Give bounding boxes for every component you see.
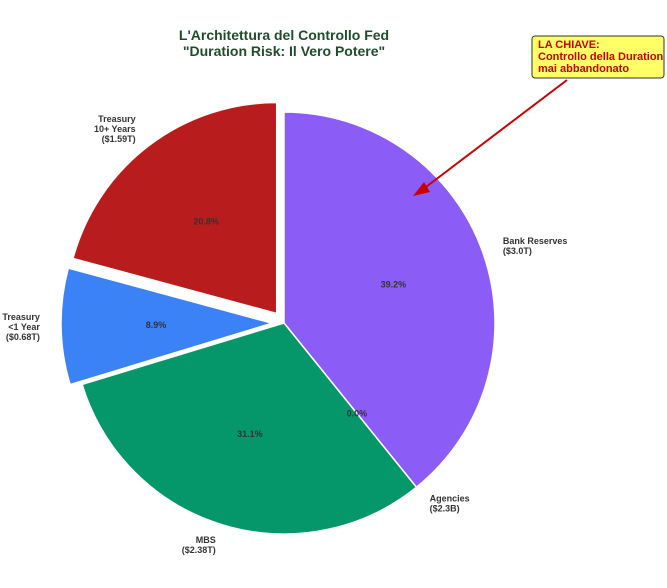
annotation-text-line-3: mai abbandonato xyxy=(538,63,629,75)
pie-slice-mbs-2 xyxy=(81,322,418,535)
pie-percent-label-bank-reserves-0: 39.2% xyxy=(381,279,407,289)
chart-title-line-2: "Duration Risk: Il Vero Potere" xyxy=(183,43,385,59)
pie-percent-label-mbs-2: 31.1% xyxy=(237,429,263,439)
annotation-box xyxy=(531,35,665,79)
annotation-arrow-line xyxy=(421,79,568,191)
pie-slices xyxy=(60,101,496,535)
pie-percent-label-agencies-1: 0.0% xyxy=(347,408,368,418)
pie-category-label-treasury-3: Treasury <1 Year ($0.68T) xyxy=(2,312,40,342)
annotation-arrow-head xyxy=(413,182,430,196)
pie-category-labels: Bank Reserves ($3.0T) Agencies ($2.3B) MBS ($… xyxy=(2,114,567,555)
pie-category-label-treasury-4: Treasury 10+ Years ($1.59T) xyxy=(94,114,136,144)
annotation-text-line-1: LA CHIAVE: xyxy=(538,39,600,51)
chart-title-line-1: L'Architettura del Controllo Fed xyxy=(179,27,389,43)
pie-percent-labels: 39.2% 0.0% 31.1% 8.9% 20.8% xyxy=(146,216,406,439)
pie-slice-bank-reserves-0 xyxy=(283,111,496,489)
pie-percent-label-treasury-4: 20.8% xyxy=(193,216,219,226)
pie-percent-label-treasury-3: 8.9% xyxy=(146,320,167,330)
pie-category-label-agencies-1: Agencies ($2.3B) xyxy=(430,494,470,514)
pie-category-label-mbs-2: MBS ($2.38T) xyxy=(182,535,216,555)
pie-slice-treasury-4 xyxy=(72,101,278,315)
pie-slice-treasury-3 xyxy=(60,267,275,386)
annotation-callout: LA CHIAVE: Controllo della Duration mai … xyxy=(413,35,665,196)
annotation-text-line-2: Controllo della Duration xyxy=(538,51,664,63)
pie-category-label-bank-reserves-0: Bank Reserves ($3.0T) xyxy=(503,236,568,256)
